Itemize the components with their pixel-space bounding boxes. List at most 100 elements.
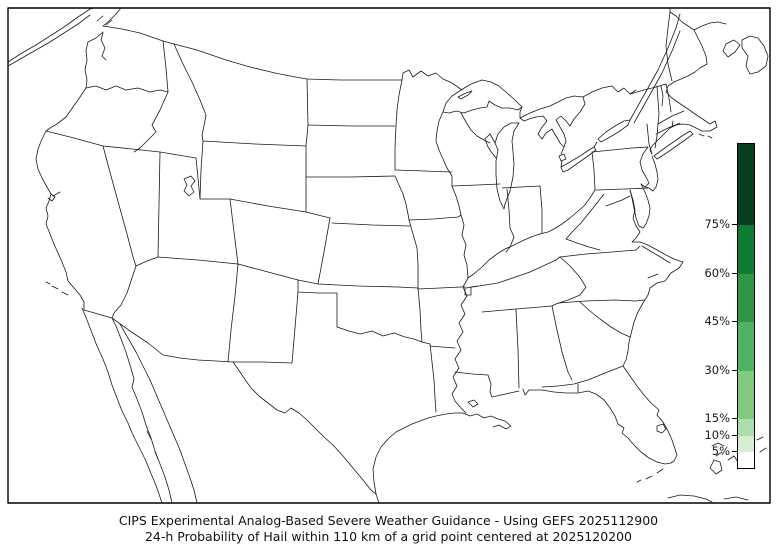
- colorbar-tick: [732, 434, 737, 436]
- colorbar-tick-label: 60%: [704, 265, 730, 280]
- border-id-mt: [173, 43, 207, 142]
- colorbar-tick: [732, 369, 737, 371]
- colorbar-segment: [738, 435, 754, 452]
- oregon-coast: [45, 87, 87, 132]
- gulf-of-california-islands: [146, 430, 159, 460]
- florida-gulf-coast: [541, 389, 672, 465]
- border-mt-wy: [202, 140, 307, 147]
- border-tx-la: [421, 341, 437, 413]
- border-wv-va-ky: [565, 193, 605, 251]
- border-pa-ny-nj-md: [591, 146, 650, 191]
- border-wa-or: [85, 85, 169, 93]
- border-ut-co: [229, 198, 239, 265]
- colorbar-segment: [738, 451, 754, 468]
- new-jersey-coast: [640, 155, 659, 192]
- california-coast: [35, 130, 85, 311]
- border-new-england: [629, 83, 685, 149]
- nova-scotia-mainland: [722, 39, 741, 58]
- isle-royale: [457, 90, 473, 100]
- long-island: [653, 130, 694, 160]
- potomac-river: [605, 195, 631, 207]
- us-canada-border: [102, 25, 463, 91]
- california-mexico-border: [83, 309, 113, 319]
- channel-islands: [45, 281, 69, 296]
- border-wi-il: [451, 183, 501, 187]
- hudson-river: [646, 123, 653, 155]
- colorbar-tick-label: 75%: [704, 217, 730, 231]
- colorbar-segment: [738, 225, 754, 274]
- border-ok-panhandle: [297, 279, 338, 328]
- st-marys-river: [519, 106, 523, 119]
- caption-line-1: CIPS Experimental Analog-Based Severe We…: [118, 513, 659, 528]
- colorbar-tick-label: 15%: [704, 411, 730, 426]
- border-mn-west: [394, 79, 403, 171]
- us-mexico-border-rio-grande: [111, 317, 377, 495]
- border-ia-mo: [408, 214, 462, 221]
- great-salt-lake: [183, 175, 196, 197]
- border-nv-ut: [157, 151, 161, 258]
- border-sc-ga-nc: [557, 299, 645, 338]
- green-bay: [484, 133, 497, 159]
- border-nm-tx: [232, 291, 299, 364]
- gulf-and-atlantic-coast: [372, 241, 767, 503]
- colorbar-tick-label: 5%: [711, 443, 730, 458]
- delmarva-peninsula: [629, 183, 651, 229]
- colorbar-tick-label: 30%: [704, 362, 730, 377]
- lake-okeechobee: [656, 423, 667, 434]
- nantucket-marthas-vineyard: [698, 133, 713, 139]
- border-tn-nc: [551, 256, 587, 307]
- ontario-canada-shore: [582, 85, 637, 98]
- border-104w-meridian: [305, 78, 309, 213]
- border-ms-al: [515, 308, 520, 389]
- bc-mainland-coast: [102, 7, 122, 27]
- border-upper-mississippi-river: [435, 111, 469, 279]
- florida-keys: [636, 468, 664, 483]
- northeast-coast: [605, 7, 718, 243]
- baja-outer-coast: [81, 307, 163, 504]
- border-ut-az: [157, 256, 239, 265]
- florida-atlantic-coast: [622, 365, 678, 464]
- colorbar-tick: [732, 272, 737, 274]
- border-red-river: [336, 326, 423, 343]
- border-ok-ar: [417, 287, 423, 343]
- border-il-in: [505, 188, 515, 253]
- new-england-coast-cape-cod: [649, 7, 718, 155]
- bahamas-islands: [709, 436, 767, 475]
- figure-caption: CIPS Experimental Analog-Based Severe We…: [0, 512, 777, 545]
- lake-st-clair-detroit-river: [558, 146, 567, 168]
- border-or-id: [133, 91, 169, 153]
- border-al-ga: [551, 305, 573, 381]
- mexico-gulf-coast: [375, 493, 380, 504]
- border-in-oh: [539, 185, 543, 234]
- vancouver-island-inner-coast: [7, 14, 91, 67]
- border-lower-mississippi-river: [451, 277, 469, 414]
- border-mo-ks: [408, 219, 419, 290]
- colorbar-segment: [738, 273, 754, 323]
- colorbar-segment: [738, 322, 754, 371]
- baja-inner-coast: [111, 317, 173, 504]
- new-brunswick-coast: [693, 21, 727, 31]
- washington-coast-puget-sound: [84, 31, 107, 89]
- cuba-north-coast: [667, 494, 749, 503]
- border-ca-az: [111, 265, 137, 319]
- state-borders: [45, 11, 685, 414]
- lake-huron-georgian-bay: [519, 95, 586, 148]
- st-lawrence-river: [629, 13, 681, 124]
- chesapeake-bay: [629, 189, 641, 243]
- border-ca-nv: [102, 145, 137, 267]
- mexico: [81, 307, 380, 504]
- border-ar-la: [429, 345, 456, 349]
- border-la-ms: [454, 371, 493, 398]
- colorbar-segment: [738, 144, 754, 225]
- niagara-river: [593, 141, 598, 148]
- pacific-coast: [35, 31, 107, 311]
- border-wy-co-north: [229, 198, 331, 219]
- louisiana-coast-delta: [462, 412, 512, 430]
- border-nd-sd: [307, 124, 396, 127]
- border-fl-ga-al: [541, 365, 624, 393]
- lake-ontario: [597, 119, 631, 143]
- border-nv-az: [135, 256, 159, 267]
- border-wa-id: [162, 40, 169, 93]
- border-37th-parallel: [237, 263, 419, 289]
